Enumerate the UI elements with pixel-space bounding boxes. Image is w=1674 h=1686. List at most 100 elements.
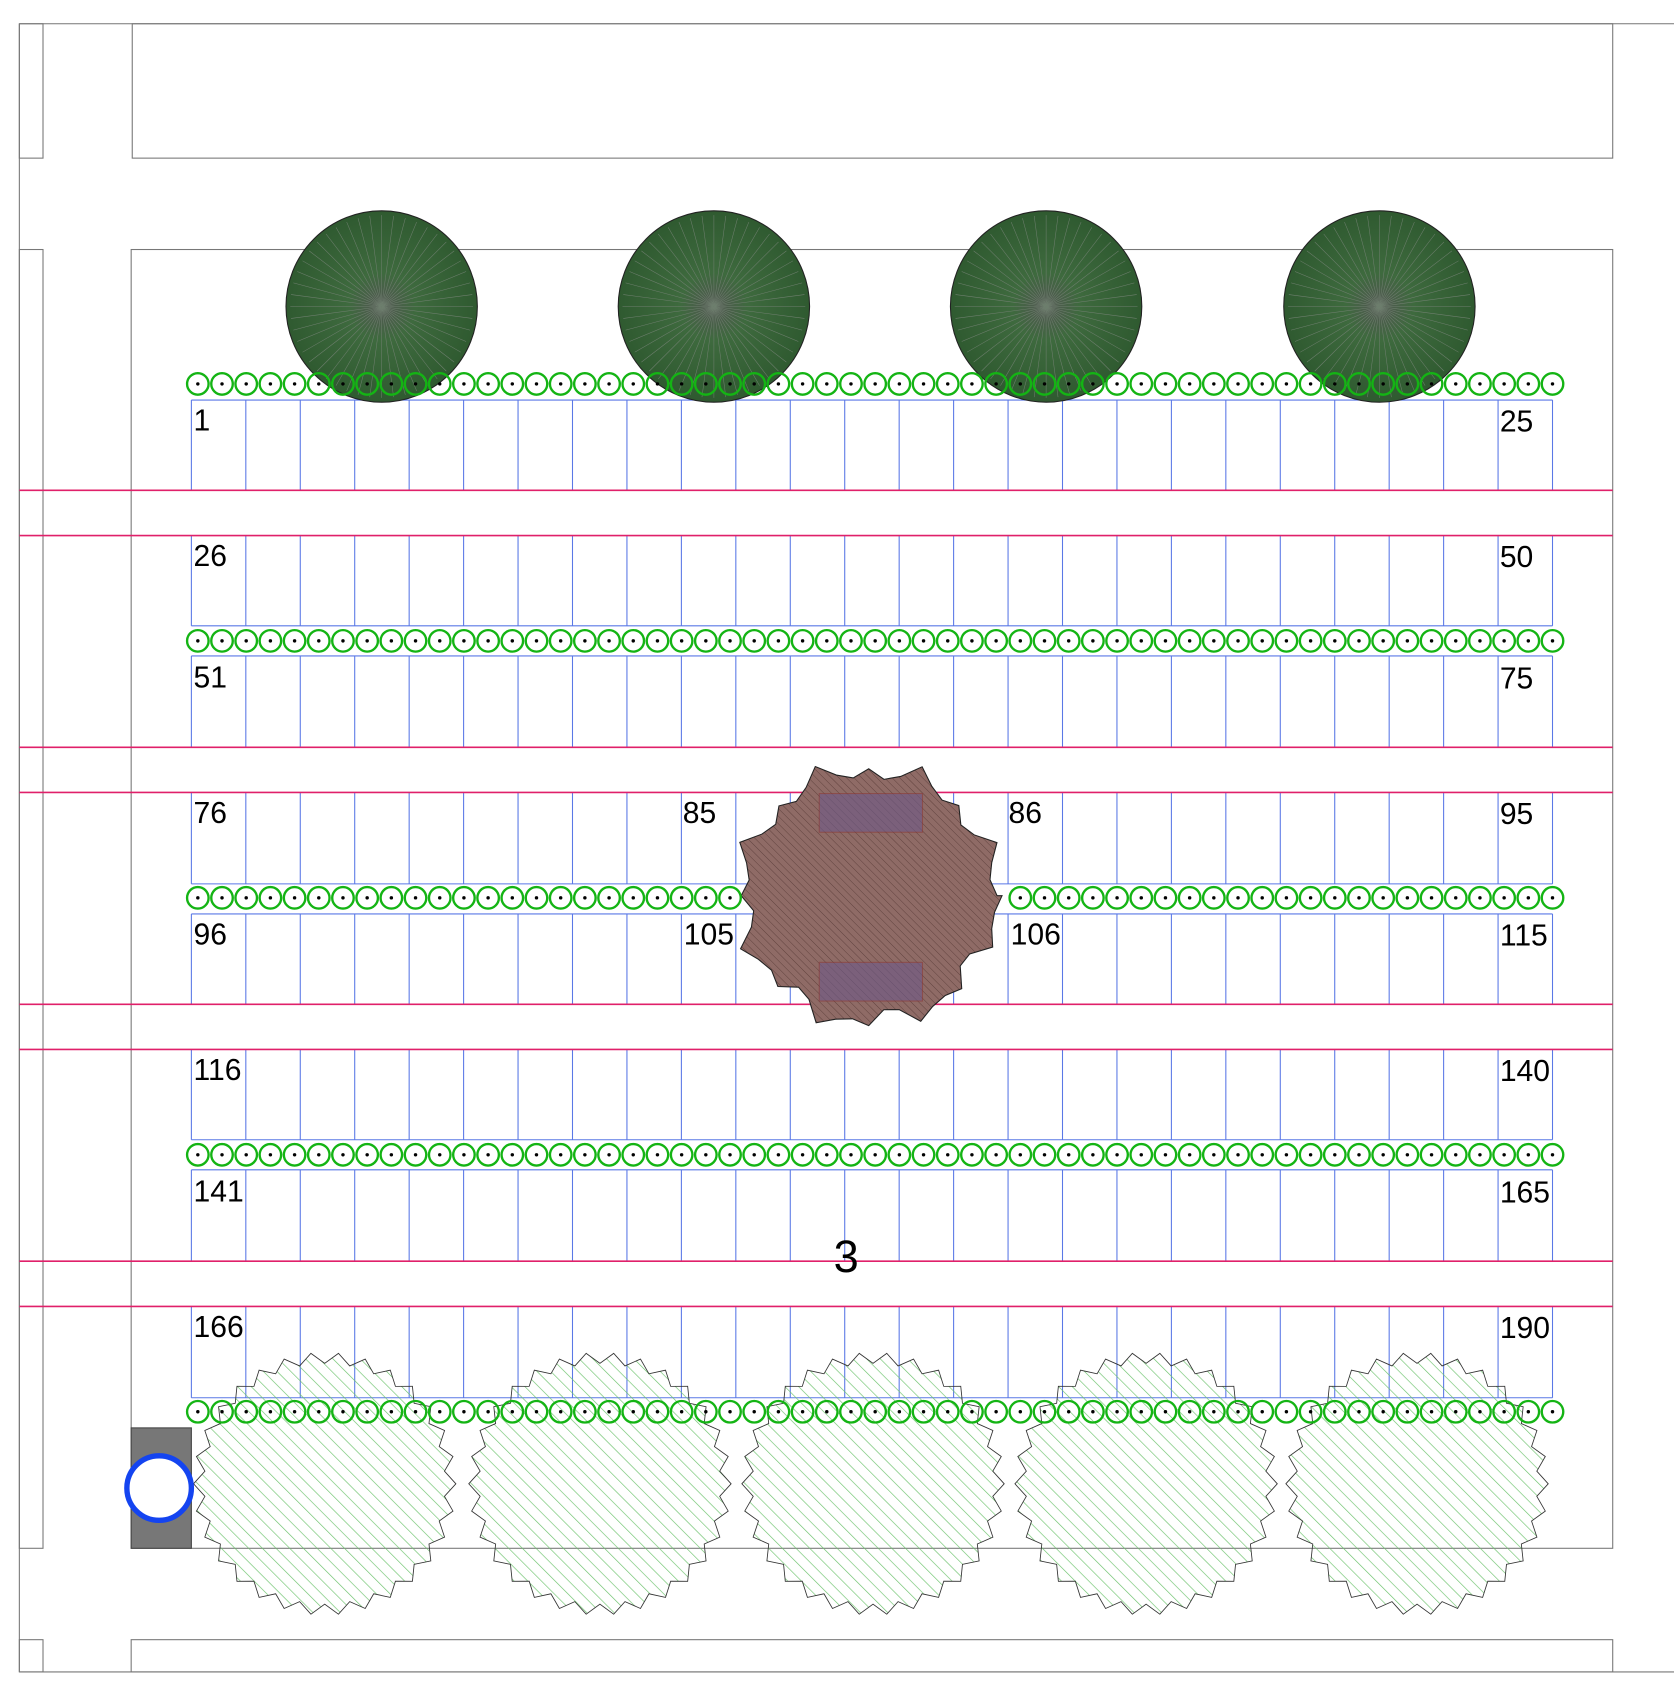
tree-ray bbox=[381, 306, 417, 392]
hedge-center bbox=[1381, 1153, 1385, 1157]
hedge-center bbox=[1284, 1410, 1289, 1414]
hedge-center bbox=[268, 896, 273, 900]
hedge-center bbox=[607, 1410, 611, 1414]
hedge-center bbox=[244, 1410, 248, 1414]
tree-ray bbox=[381, 250, 455, 307]
hedge-center bbox=[1212, 1410, 1216, 1414]
tree-ray bbox=[689, 306, 715, 395]
site-outlines bbox=[18, 23, 1674, 1673]
hedge-center bbox=[631, 1153, 635, 1157]
hedge-center bbox=[655, 639, 660, 643]
hedge-center bbox=[244, 382, 248, 386]
hedge-center bbox=[776, 639, 781, 643]
hedge-center bbox=[1550, 639, 1555, 643]
hedge-center bbox=[679, 1153, 684, 1157]
hedge-center bbox=[1091, 639, 1095, 643]
hedge-center bbox=[1550, 1410, 1555, 1414]
hedge-center bbox=[292, 639, 297, 643]
tree-ray bbox=[623, 306, 714, 319]
stall-number: 26 bbox=[194, 540, 227, 573]
hedge-center bbox=[728, 382, 732, 386]
hedge-plant bbox=[379, 371, 404, 396]
hedge-center bbox=[679, 639, 684, 643]
hedge-center bbox=[1381, 1410, 1385, 1414]
hedge-plant bbox=[1250, 371, 1275, 396]
hedge-plant bbox=[1105, 1399, 1130, 1424]
hedge-center bbox=[1163, 1410, 1168, 1414]
hedge-plant bbox=[1032, 1142, 1057, 1167]
hedge-plant bbox=[185, 1142, 210, 1167]
shrub-canopy bbox=[468, 1352, 732, 1615]
hedge-center bbox=[1066, 382, 1071, 386]
tree-ray bbox=[1294, 271, 1380, 307]
hedge-center bbox=[970, 639, 974, 643]
hedge-plant bbox=[1080, 1142, 1105, 1167]
hedge-plant bbox=[355, 628, 380, 653]
tree-ray bbox=[713, 227, 760, 307]
hedge-plant bbox=[1201, 628, 1226, 653]
hedge-center bbox=[196, 1153, 200, 1157]
hedge-center bbox=[1091, 382, 1095, 386]
hedge-plant bbox=[427, 371, 452, 396]
hedge-center bbox=[752, 1410, 756, 1414]
hedge-center bbox=[1212, 639, 1216, 643]
hedge-center bbox=[1139, 382, 1143, 386]
hedge-plant bbox=[1080, 628, 1105, 653]
tree-ray bbox=[1046, 306, 1135, 331]
hedge-plant bbox=[1298, 885, 1323, 910]
tree-ray bbox=[689, 218, 715, 307]
hedge-plant bbox=[718, 1142, 742, 1167]
hedge-plant bbox=[911, 1399, 936, 1424]
hedge-plant bbox=[766, 628, 791, 653]
hedge-plant bbox=[476, 371, 501, 396]
hedge-plant bbox=[427, 628, 452, 653]
hedge-center bbox=[534, 1410, 539, 1414]
hedge-plant bbox=[1274, 885, 1299, 910]
tree-ray bbox=[625, 306, 714, 331]
hedge-center bbox=[1163, 896, 1168, 900]
hedge-center bbox=[921, 1153, 926, 1157]
hedge-center bbox=[1405, 382, 1410, 386]
tree-ray bbox=[316, 241, 382, 307]
hedge-center bbox=[1212, 1153, 1216, 1157]
hedge-center bbox=[268, 639, 273, 643]
hedge-center bbox=[1526, 1410, 1531, 1414]
hedge-plant bbox=[1347, 1399, 1371, 1424]
hedge-center bbox=[1333, 382, 1337, 386]
hedge-plant bbox=[1419, 1399, 1444, 1424]
hedge-center bbox=[1018, 1153, 1023, 1157]
hedge-plant bbox=[1468, 1142, 1492, 1167]
hedge-center bbox=[220, 1153, 224, 1157]
tree-ray bbox=[973, 306, 1047, 363]
hedge-center bbox=[897, 1410, 902, 1414]
hedge-plant bbox=[1008, 1142, 1033, 1167]
stall-number: 165 bbox=[1500, 1177, 1550, 1210]
hedge-plant bbox=[1516, 628, 1541, 653]
hedge-plant bbox=[814, 628, 839, 653]
tree-ray bbox=[291, 306, 382, 319]
hedge-plant bbox=[500, 1142, 525, 1167]
tree-ray bbox=[1379, 306, 1459, 353]
hedge-center bbox=[510, 1153, 515, 1157]
hedge-plant bbox=[935, 1142, 960, 1167]
hedge-plant bbox=[1322, 1399, 1347, 1424]
tree-ray bbox=[381, 294, 473, 307]
hedge-center bbox=[1284, 896, 1289, 900]
hedge-center bbox=[1042, 1410, 1047, 1414]
tree-ray bbox=[1379, 306, 1464, 342]
tree-ray bbox=[1333, 306, 1380, 386]
stall-number: 105 bbox=[684, 918, 734, 951]
tree-ray bbox=[981, 306, 1047, 372]
hedge-plant bbox=[1347, 628, 1371, 653]
hedge-plant bbox=[427, 885, 452, 910]
section-label: 3 bbox=[834, 1231, 859, 1282]
hedge-center bbox=[1260, 382, 1264, 386]
hedge-plant bbox=[1298, 628, 1323, 653]
tree-ray bbox=[713, 306, 799, 342]
hedge-center bbox=[1018, 1410, 1023, 1414]
tree-ray bbox=[1379, 215, 1392, 307]
hedge-center bbox=[800, 1153, 805, 1157]
hedge-plant bbox=[1226, 1142, 1250, 1167]
hedge-plant bbox=[1468, 371, 1492, 396]
tree-ray bbox=[309, 250, 382, 307]
